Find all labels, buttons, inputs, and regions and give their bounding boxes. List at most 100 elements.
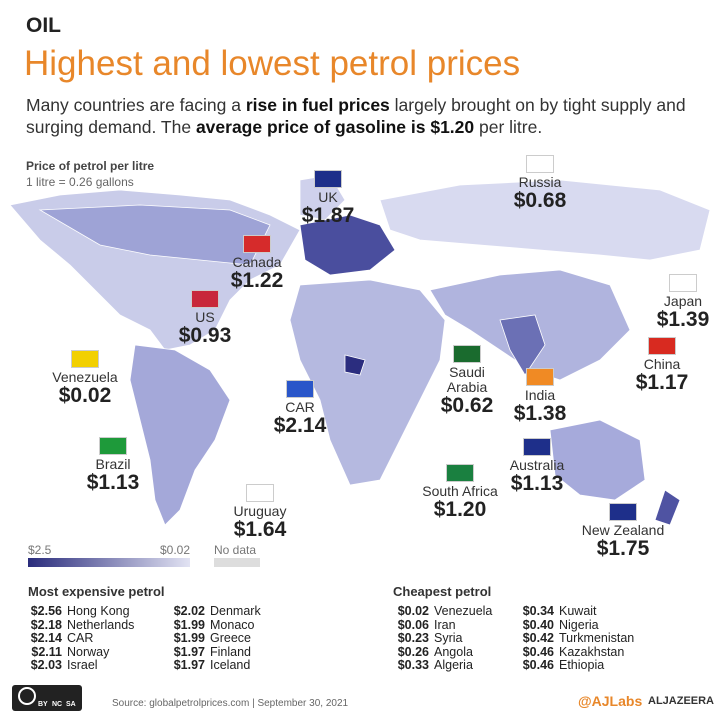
- handle: @AJLabs: [578, 693, 643, 709]
- list-country: Hong Kong: [67, 604, 130, 618]
- legend-no-data-swatch: [214, 558, 260, 567]
- country-name: Venezuela: [52, 369, 118, 385]
- country-name: Uruguay: [233, 503, 287, 519]
- flag: [314, 170, 342, 188]
- callout: Canada $1.22: [202, 235, 312, 292]
- callout: Japan $1.39: [628, 274, 720, 331]
- country-price: $0.02: [58, 384, 112, 407]
- country-name: Brazil: [95, 456, 131, 472]
- legend-no-data: No data: [214, 543, 257, 557]
- list-title: Cheapest petrol: [393, 584, 492, 599]
- list-price: $1.97: [173, 644, 205, 659]
- list-price: $2.56: [30, 604, 62, 618]
- country-name: UK: [318, 189, 338, 205]
- flag: [243, 235, 271, 253]
- list-price: $0.02: [397, 604, 429, 618]
- flag: [286, 380, 314, 398]
- country-name: Russia: [518, 174, 562, 190]
- list-country: Angola: [434, 644, 473, 659]
- callout: Brazil $1.13: [58, 437, 168, 494]
- flag: [609, 503, 637, 521]
- list-country: Iceland: [210, 658, 251, 672]
- flag: [191, 290, 219, 308]
- source: Source: globalpetrolprices.com | Septemb…: [112, 698, 349, 709]
- title: Highest and lowest petrol prices: [24, 44, 521, 83]
- callout: India $1.38: [485, 368, 595, 425]
- list-price: $2.02: [173, 604, 205, 618]
- subtitle: Many countries are facing a rise in fuel…: [26, 94, 706, 138]
- country-price: $1.75: [596, 537, 650, 560]
- country-name: Canada: [232, 254, 282, 270]
- flag: [453, 345, 481, 363]
- list-country: Nigeria: [559, 617, 599, 632]
- list-price: $0.23: [397, 631, 429, 645]
- country-name: CAR: [285, 399, 315, 415]
- legend-max: $2.5: [28, 543, 52, 557]
- list-price: $0.46: [522, 644, 554, 659]
- list-price: $2.18: [30, 617, 62, 632]
- list-price: $2.03: [30, 658, 62, 672]
- country-name: Japan: [663, 293, 703, 309]
- country-price: $1.13: [86, 471, 140, 494]
- list-price: $0.42: [522, 631, 554, 645]
- callout: Saudi Arabia $0.62: [432, 345, 502, 417]
- list-price: $1.99: [173, 617, 205, 632]
- flag: [71, 350, 99, 368]
- country-price: $1.38: [513, 402, 567, 425]
- list-country: Netherlands: [67, 617, 135, 632]
- country-name: India: [524, 387, 556, 403]
- list-country: Kazakhstan: [559, 644, 625, 659]
- legend-note: 1 litre = 0.26 gallons: [26, 175, 134, 189]
- country-price: $2.14: [273, 414, 327, 437]
- list-price: $2.14: [30, 631, 62, 645]
- list-price: $1.99: [173, 631, 205, 645]
- list-price: $1.97: [173, 658, 205, 672]
- flag: [523, 438, 551, 456]
- callout: South Africa $1.20: [405, 464, 515, 521]
- country-price: $1.13: [510, 472, 564, 495]
- section-label: OIL: [26, 14, 61, 37]
- list-price: $0.40: [522, 617, 554, 632]
- list-country: Finland: [210, 644, 251, 659]
- callout: Russia $0.68: [485, 155, 595, 212]
- country-price: $1.20: [433, 498, 487, 521]
- callout: UK $1.87: [273, 170, 383, 227]
- flag: [669, 274, 697, 292]
- flag: [99, 437, 127, 455]
- country-name: South Africa: [422, 483, 498, 499]
- flag: [526, 155, 554, 173]
- list-price: $0.33: [397, 658, 429, 672]
- country-price: $0.62: [440, 394, 494, 417]
- callout: Uruguay $1.64: [205, 484, 315, 541]
- list-title: Most expensive petrol: [28, 584, 165, 599]
- flag: [446, 464, 474, 482]
- list-price: $0.26: [397, 644, 429, 659]
- country-price: $1.87: [301, 204, 355, 227]
- cc-label: SA: [66, 701, 76, 708]
- country-name: New Zealand: [581, 522, 665, 538]
- country-price: $1.17: [635, 371, 689, 394]
- flag: [648, 337, 676, 355]
- list-country: Turkmenistan: [559, 631, 635, 645]
- list-price: $0.46: [522, 658, 554, 672]
- list-country: Iran: [434, 617, 456, 632]
- country-price: $1.64: [233, 518, 287, 541]
- flag: [246, 484, 274, 502]
- callout: Australia $1.13: [482, 438, 592, 495]
- list-country: Algeria: [434, 658, 473, 672]
- list-country: CAR: [67, 631, 94, 645]
- list-country: Syria: [434, 631, 463, 645]
- country-price: $1.22: [230, 269, 284, 292]
- list-country: Norway: [67, 644, 110, 659]
- legend-title: Price of petrol per litre: [26, 159, 155, 173]
- callout: CAR $2.14: [245, 380, 355, 437]
- callout: Venezuela $0.02: [30, 350, 140, 407]
- list-country: Israel: [67, 658, 98, 672]
- callout: US $0.93: [150, 290, 260, 347]
- subtitle-part: average price of gasoline is $1.20: [195, 117, 475, 137]
- list-country: Greece: [210, 631, 251, 645]
- subtitle-part: rise in fuel prices: [245, 95, 390, 115]
- country-price: $1.39: [656, 308, 710, 331]
- cc-label: BY: [38, 701, 48, 708]
- legend-min: $0.02: [159, 543, 190, 557]
